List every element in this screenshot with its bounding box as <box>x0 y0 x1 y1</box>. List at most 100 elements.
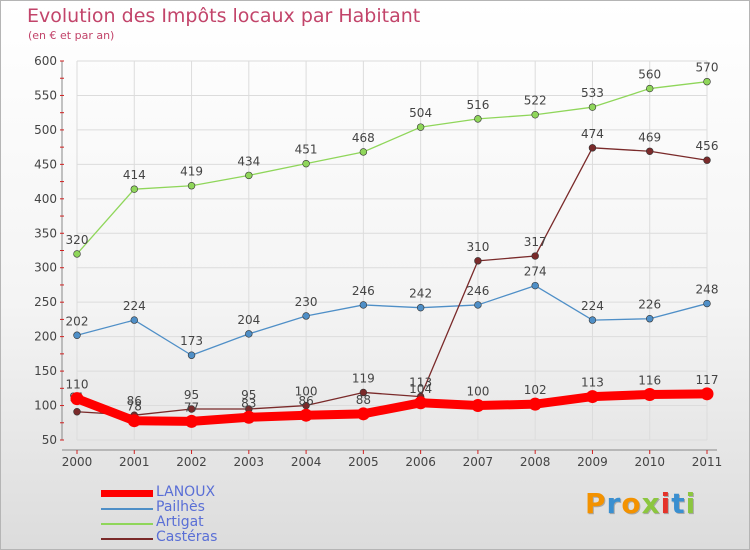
data-label-casteras: 456 <box>696 139 719 153</box>
data-label-lanoux: 102 <box>524 383 547 397</box>
y-tick-label: 50 <box>42 433 57 447</box>
data-label-casteras: 113 <box>409 376 432 390</box>
data-point-artigat <box>73 250 81 258</box>
data-label-casteras: 119 <box>352 371 375 385</box>
data-point-artigat <box>474 115 482 123</box>
data-label-lanoux: 100 <box>466 385 489 399</box>
data-point-pailhes <box>416 303 425 312</box>
legend-label-casteras: Castéras <box>156 529 218 545</box>
data-point-lanoux <box>414 396 428 410</box>
series-line-pailhes <box>76 284 708 356</box>
data-label-pailhes: 224 <box>581 299 604 313</box>
series-line-casteras <box>76 147 708 416</box>
data-label-artigat: 516 <box>466 98 489 112</box>
x-tick-label: 2001 <box>119 455 150 469</box>
data-label-casteras: 310 <box>466 240 489 254</box>
series-artigat: 320 414 419 434 451 468 504 516 522 533 560 570 <box>66 61 719 258</box>
data-label-lanoux: 78 <box>127 400 142 414</box>
x-tick-label: 2009 <box>577 455 608 469</box>
data-label-pailhes: 246 <box>352 284 375 298</box>
data-label-casteras: 86 <box>127 394 142 408</box>
series-pailhes: 202 224 173 204 230 246 242 246 274 224 226 248 <box>66 265 719 359</box>
logo-letter: r <box>606 487 622 520</box>
data-point-artigat <box>130 185 138 193</box>
x-tick-label: 2002 <box>176 455 207 469</box>
logo-letter: i <box>685 487 697 520</box>
data-point-pailhes <box>474 301 482 309</box>
logo-letter: x <box>641 487 661 520</box>
data-point-artigat <box>646 84 654 93</box>
y-tick-label: 600 <box>34 54 57 68</box>
y-tick-label: 300 <box>34 261 57 275</box>
data-label-casteras: 317 <box>524 235 547 249</box>
data-point-artigat <box>187 182 196 190</box>
x-tick-label: 2004 <box>291 455 322 469</box>
data-point-casteras <box>187 405 196 413</box>
data-point-pailhes <box>130 316 138 324</box>
data-point-lanoux <box>70 392 84 406</box>
data-point-lanoux <box>700 387 714 401</box>
data-point-pailhes <box>531 281 539 290</box>
data-label-lanoux: 117 <box>696 373 719 387</box>
data-label-pailhes: 202 <box>66 314 89 328</box>
data-label-pailhes: 246 <box>466 284 489 298</box>
data-label-casteras: 95 <box>184 388 199 402</box>
data-point-pailhes <box>73 331 81 339</box>
data-label-artigat: 414 <box>123 168 146 182</box>
data-label-artigat: 468 <box>352 131 375 145</box>
y-tick-label: 450 <box>34 157 57 171</box>
data-point-lanoux <box>643 388 657 402</box>
y-tick-label: 200 <box>34 330 57 344</box>
data-point-lanoux <box>356 407 370 421</box>
y-tick-label: 250 <box>34 295 57 309</box>
data-point-pailhes <box>703 299 711 308</box>
legend-swatch-artigat <box>101 523 153 525</box>
y-tick-label: 150 <box>34 364 57 378</box>
data-label-pailhes: 204 <box>237 313 260 327</box>
data-label-lanoux: 113 <box>581 376 604 390</box>
chart-title: Evolution des Impôts locaux par Habitant <box>27 5 421 27</box>
data-point-artigat <box>245 171 253 180</box>
data-point-pailhes <box>245 330 253 338</box>
data-point-pailhes <box>359 301 368 309</box>
data-point-artigat <box>588 103 597 111</box>
x-tick-label: 2000 <box>62 455 93 469</box>
logo-letter: P <box>585 487 607 520</box>
logo-letter: o <box>621 487 642 520</box>
data-label-casteras: 95 <box>241 388 256 402</box>
data-label-lanoux: 83 <box>241 396 256 410</box>
data-point-artigat <box>416 123 425 131</box>
data-label-artigat: 451 <box>295 143 318 157</box>
data-point-artigat <box>302 159 310 168</box>
x-tick-label: 2010 <box>634 455 665 469</box>
legend-swatch-pailhes <box>101 508 153 510</box>
data-point-lanoux <box>242 410 256 424</box>
data-point-casteras <box>359 388 368 397</box>
y-tick-label: 550 <box>34 88 57 102</box>
data-point-lanoux <box>299 408 313 422</box>
y-tick-label: 100 <box>34 399 57 413</box>
data-label-artigat: 419 <box>180 165 203 179</box>
data-point-casteras <box>646 147 654 155</box>
data-point-casteras <box>531 252 539 260</box>
data-label-artigat: 434 <box>237 154 260 168</box>
data-point-lanoux <box>528 397 542 411</box>
series-casteras: 91869595100119113310317474469456 <box>69 127 718 419</box>
legend-label-artigat: Artigat <box>156 514 204 530</box>
legend-swatch-lanoux <box>101 490 153 497</box>
data-point-casteras <box>474 257 482 265</box>
series-line-lanoux <box>72 389 712 426</box>
data-point-lanoux <box>471 399 485 413</box>
series-line-artigat <box>76 81 708 255</box>
data-label-pailhes: 242 <box>409 287 432 301</box>
data-label-pailhes: 173 <box>180 334 203 348</box>
data-label-pailhes: 248 <box>696 283 719 297</box>
x-tick-label: 2008 <box>520 455 551 469</box>
data-label-lanoux: 77 <box>184 400 199 414</box>
data-label-lanoux: 88 <box>356 393 371 407</box>
x-tick-label: 2007 <box>463 455 494 469</box>
chart-subtitle: (en € et par an) <box>28 29 115 42</box>
data-label-artigat: 570 <box>696 61 719 75</box>
legend-swatch-casteras <box>101 538 153 540</box>
